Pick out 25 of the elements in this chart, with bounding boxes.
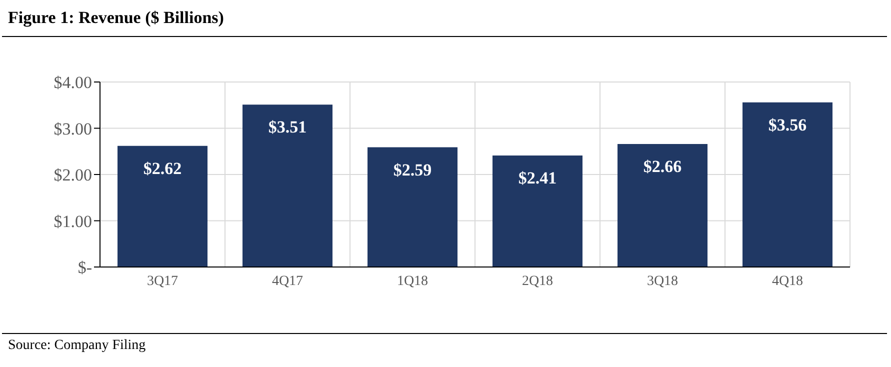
x-tick-label: 4Q18 (772, 274, 804, 289)
data-label: $2.66 (643, 157, 682, 176)
bar (242, 104, 332, 267)
x-tick-label: 3Q17 (146, 274, 178, 289)
bar (742, 102, 832, 267)
data-label: $3.56 (768, 115, 807, 134)
data-label: $3.51 (268, 118, 307, 137)
data-label: $2.62 (143, 158, 182, 178)
x-tick-label: 3Q18 (646, 274, 678, 289)
bar (368, 147, 458, 267)
y-tick-label: $2.00 (54, 166, 92, 185)
x-tick-label: 1Q18 (396, 274, 428, 289)
source-note: Source: Company Filing (8, 338, 146, 354)
chart-title: Figure 1: Revenue ($ Billions) (8, 8, 224, 28)
data-label: $2.59 (393, 160, 432, 180)
y-tick-label: $1.00 (54, 212, 92, 231)
y-tick-label: $- (78, 258, 92, 278)
x-tick-label: 4Q17 (272, 274, 304, 289)
y-tick-label: $3.00 (54, 119, 92, 138)
bar (118, 146, 208, 267)
data-label: $2.41 (518, 168, 557, 188)
bar (618, 144, 708, 267)
x-tick-label: 2Q18 (522, 274, 554, 289)
bar (492, 156, 582, 267)
y-tick-label: $4.00 (54, 73, 92, 92)
